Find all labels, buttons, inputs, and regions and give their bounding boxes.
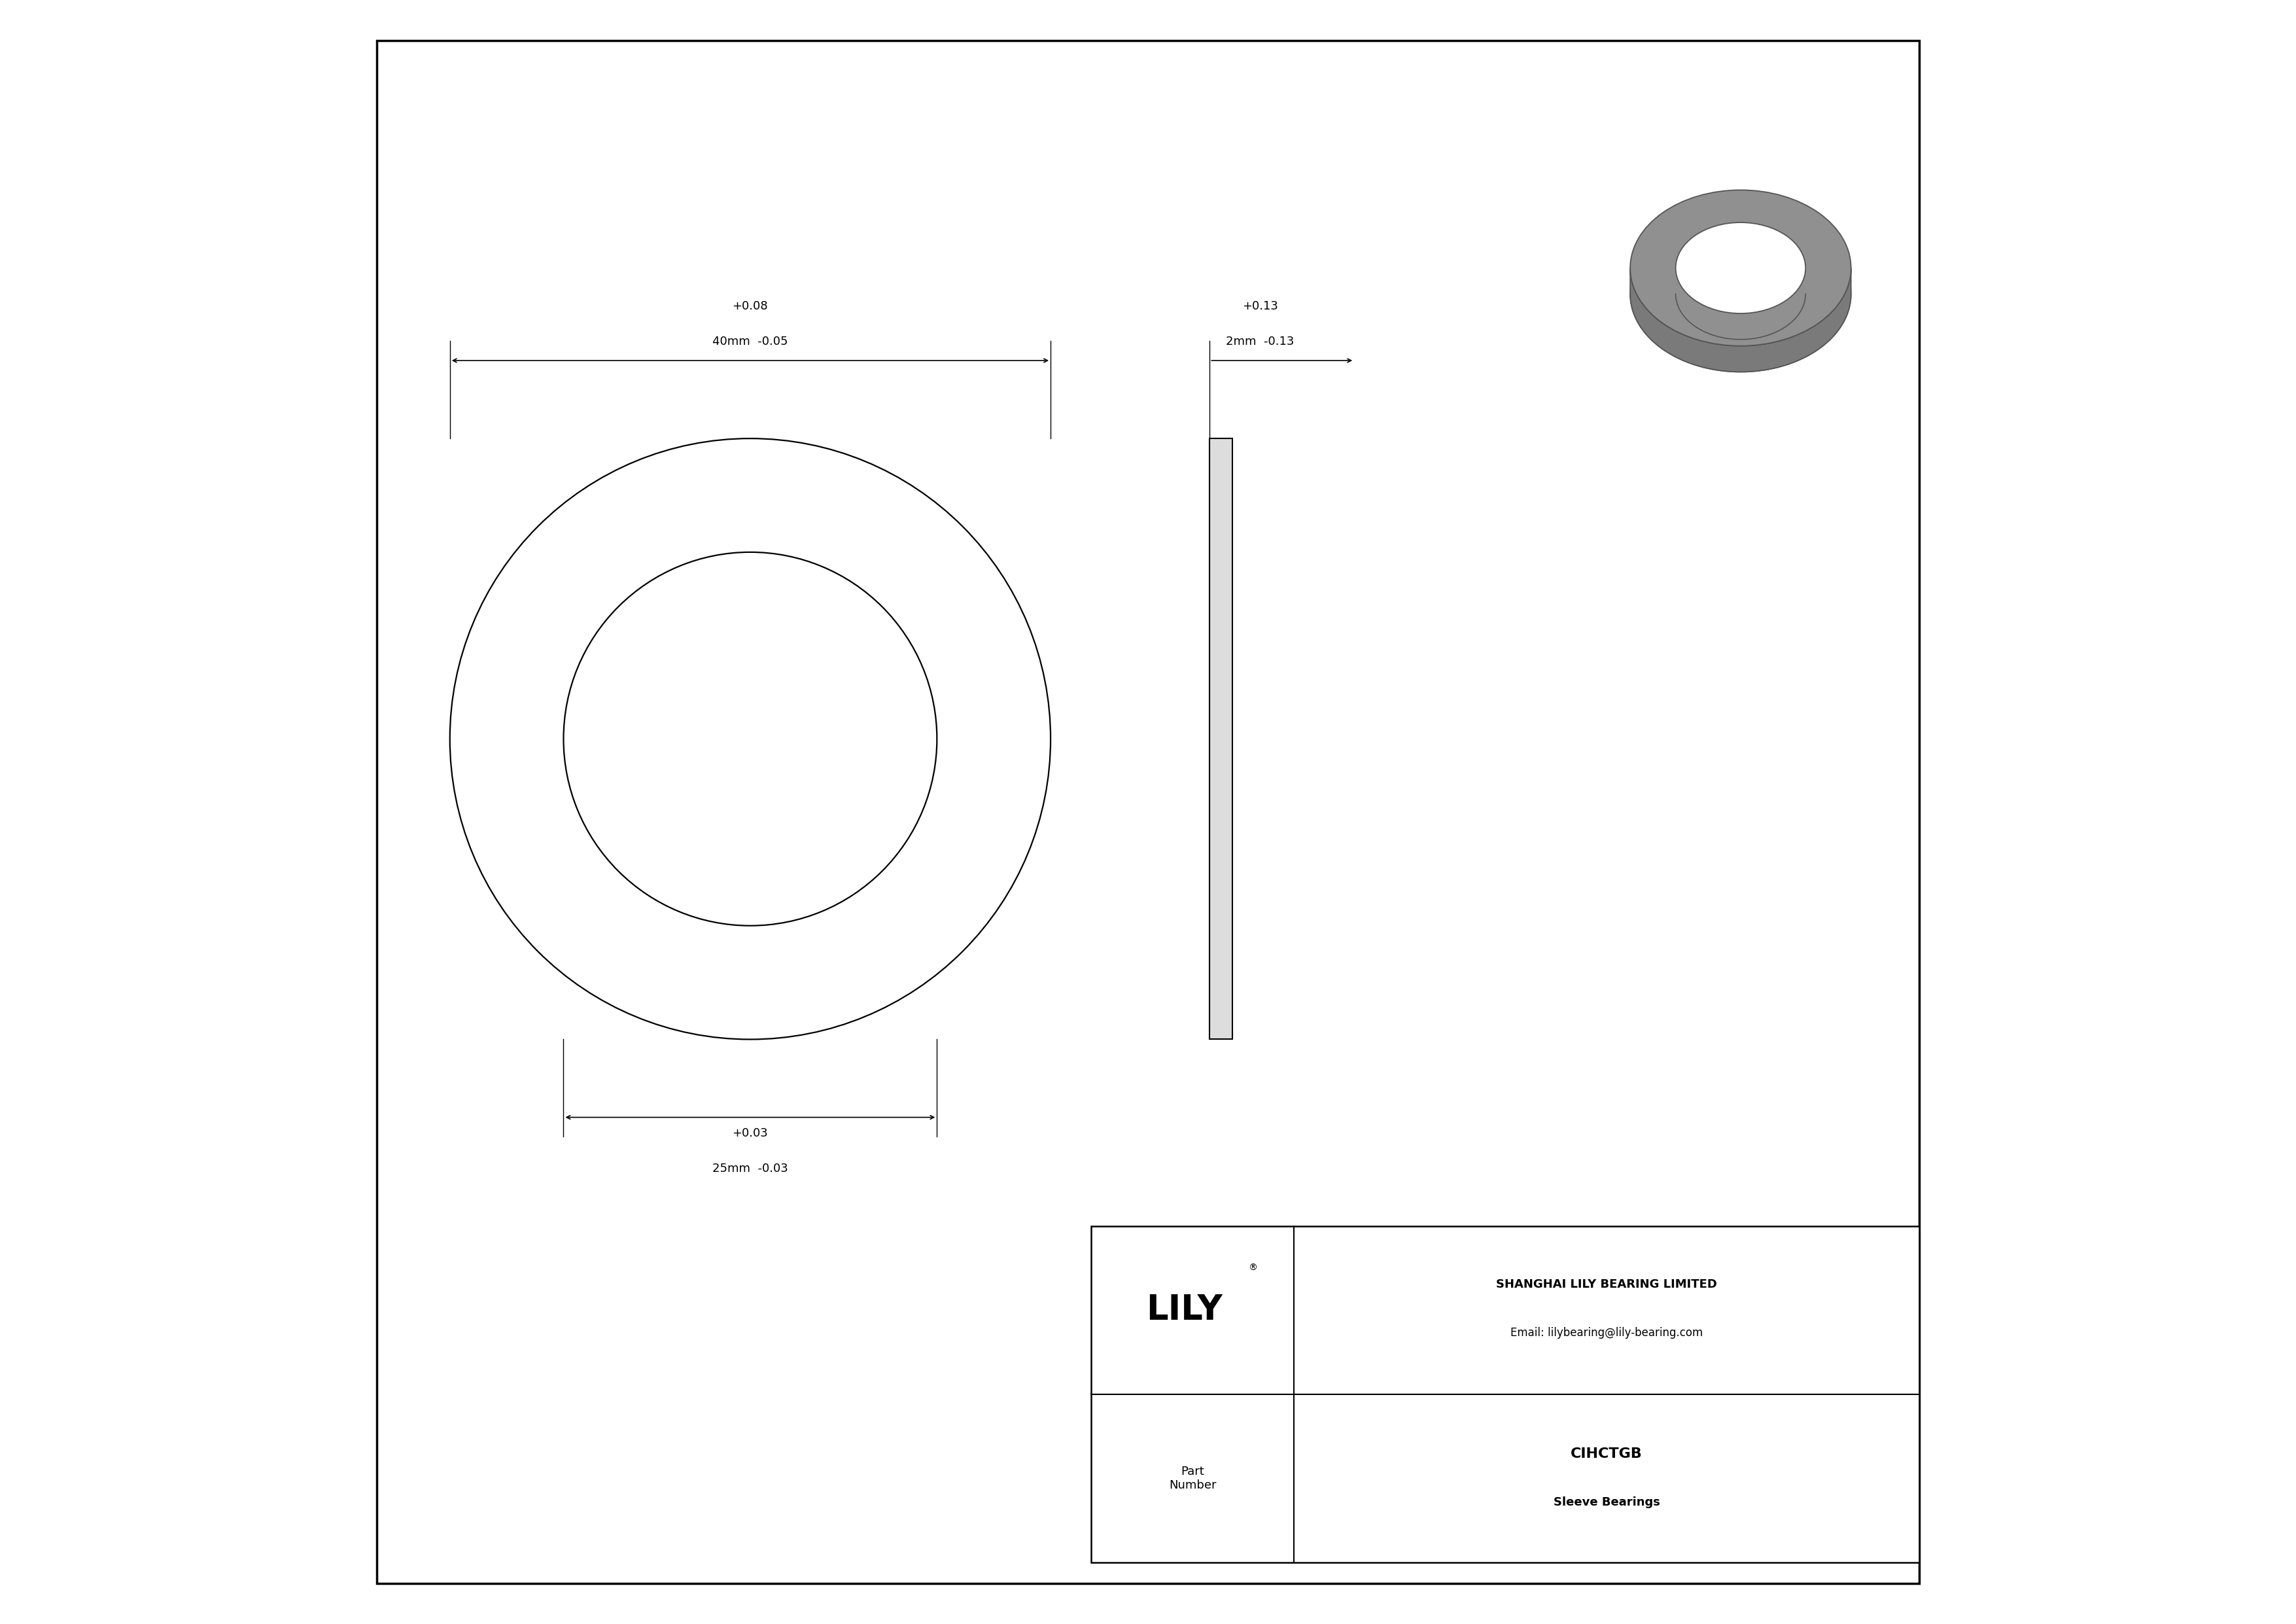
Text: 25mm  -0.03: 25mm -0.03 (712, 1163, 788, 1174)
Text: Part
Number: Part Number (1169, 1465, 1217, 1491)
Text: Email: lilybearing@lily-bearing.com: Email: lilybearing@lily-bearing.com (1511, 1327, 1704, 1338)
Text: SHANGHAI LILY BEARING LIMITED: SHANGHAI LILY BEARING LIMITED (1497, 1278, 1717, 1289)
Text: CIHCTGB: CIHCTGB (1570, 1447, 1642, 1460)
Text: LILY: LILY (1146, 1293, 1224, 1327)
Text: Sleeve Bearings: Sleeve Bearings (1554, 1497, 1660, 1509)
Bar (1091, 1226, 1919, 1562)
Bar (1210, 438, 1233, 1039)
Ellipse shape (1676, 222, 1805, 313)
Text: +0.13: +0.13 (1242, 300, 1279, 312)
Polygon shape (1630, 268, 1851, 372)
Ellipse shape (1630, 190, 1851, 346)
Text: 40mm  -0.05: 40mm -0.05 (712, 336, 788, 348)
Ellipse shape (1630, 216, 1851, 372)
Text: +0.08: +0.08 (732, 300, 769, 312)
Text: +0.03: +0.03 (732, 1127, 769, 1138)
Text: ®: ® (1249, 1263, 1258, 1273)
Text: 2mm  -0.13: 2mm -0.13 (1226, 336, 1295, 348)
